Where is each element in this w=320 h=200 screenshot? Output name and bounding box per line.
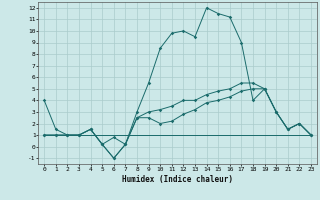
X-axis label: Humidex (Indice chaleur): Humidex (Indice chaleur)	[122, 175, 233, 184]
